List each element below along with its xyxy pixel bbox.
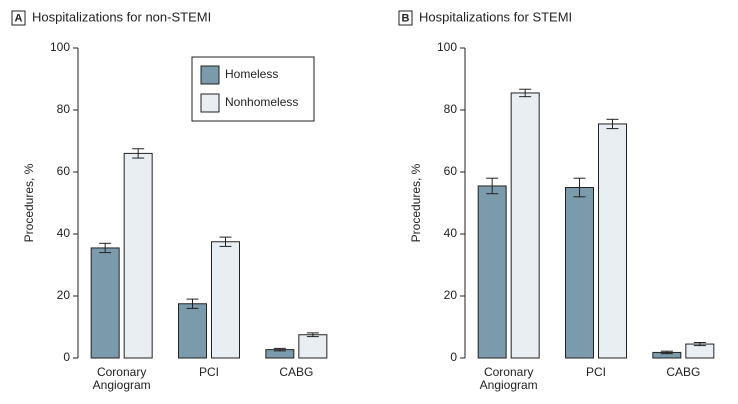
x-tick-label: PCI <box>198 366 219 379</box>
bar <box>598 123 627 359</box>
x-tick-label-box: Coronary Angiogram <box>479 366 538 392</box>
error-bar <box>306 332 319 338</box>
y-axis-label: Procedures, % <box>22 163 36 242</box>
error-bar <box>99 242 112 254</box>
bar <box>565 187 594 359</box>
y-tick-label: 20 <box>444 288 458 302</box>
y-tick-label: 40 <box>57 226 71 240</box>
error-bar <box>606 118 619 130</box>
y-tick-label: 60 <box>444 164 458 178</box>
legend-label: Nonhomeless <box>225 95 298 109</box>
x-tick-label-box: CABG <box>666 366 701 379</box>
panel-label-box <box>11 10 26 26</box>
x-tick-label-box: PCI <box>585 366 606 379</box>
panel-label: B <box>402 12 410 24</box>
error-bar <box>519 88 532 98</box>
y-tick-label: 0 <box>450 350 457 364</box>
y-tick-label: 80 <box>57 102 71 116</box>
chart-title: Hospitalizations for STEMI <box>419 9 572 24</box>
panel-label: A <box>15 12 23 24</box>
y-tick-label: 0 <box>63 350 70 364</box>
x-tick-label-box: Coronary Angiogram <box>92 366 151 392</box>
bar <box>685 343 715 359</box>
y-tick-label: 40 <box>444 226 458 240</box>
y-tick-label: 100 <box>437 40 457 54</box>
error-bar <box>693 342 706 347</box>
bar <box>178 303 207 359</box>
bar <box>90 247 120 359</box>
y-tick-label: 60 <box>57 164 71 178</box>
legend-swatch <box>200 93 220 113</box>
x-tick-label: Coronary Angiogram <box>479 366 538 392</box>
legend-label: Homeless <box>225 67 278 81</box>
bar <box>123 152 153 359</box>
error-bar <box>486 177 499 195</box>
error-bar <box>132 148 145 159</box>
error-bar <box>219 236 232 247</box>
x-tick-label: Coronary Angiogram <box>92 366 151 392</box>
y-tick-label: 100 <box>50 40 70 54</box>
bar <box>477 185 507 359</box>
bar <box>211 241 240 359</box>
y-tick-label: 20 <box>57 288 71 302</box>
chart-title: Hospitalizations for non-STEMI <box>32 9 211 24</box>
x-tick-label: PCI <box>585 366 606 379</box>
error-bar <box>660 350 673 355</box>
bar <box>298 334 328 359</box>
x-tick-label-box: CABG <box>279 366 314 379</box>
error-bar <box>186 298 199 309</box>
x-tick-label: CABG <box>666 366 701 379</box>
y-tick-label: 80 <box>444 102 458 116</box>
bar <box>510 92 540 359</box>
x-tick-label: CABG <box>279 366 314 379</box>
x-tick-label-box: PCI <box>198 366 219 379</box>
panel-label-box <box>398 10 413 26</box>
y-axis-label: Procedures, % <box>409 163 423 242</box>
error-bar <box>573 177 586 198</box>
legend-swatch <box>200 65 220 85</box>
error-bar <box>273 347 286 352</box>
